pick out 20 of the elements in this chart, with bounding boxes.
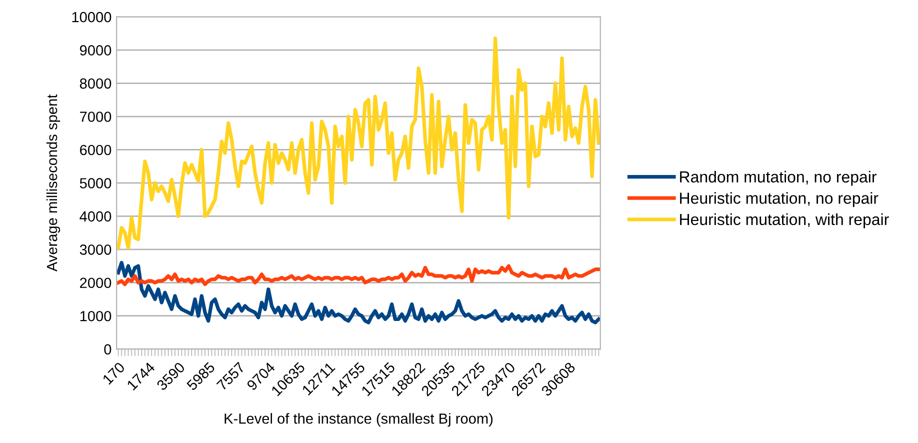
line-series — [116, 36, 600, 250]
legend-label: Random mutation, no repair — [680, 170, 876, 186]
y-tick-label: 6000 — [80, 144, 112, 156]
x-tick-label: 170 — [102, 362, 126, 385]
line-series — [116, 264, 600, 286]
y-tick-label: 2000 — [80, 278, 112, 288]
x-axis-title: K-Level of the instance (smallest Bj room) — [224, 413, 493, 427]
y-tick-label: 5000 — [80, 178, 112, 188]
y-tick-label: 7000 — [80, 112, 112, 122]
legend-label: Heuristic mutation, with repair — [680, 213, 889, 228]
y-tick-label: 10000 — [72, 12, 112, 22]
y-tick-label: 0 — [104, 344, 112, 355]
y-tick-label: 4000 — [80, 211, 112, 222]
legend-label: Heuristic mutation, no repair — [680, 192, 878, 208]
line-series — [116, 260, 600, 324]
y-tick-label: 9000 — [80, 45, 112, 56]
y-tick-label: 1000 — [80, 310, 112, 322]
y-axis-title: Average milliseconds spent — [46, 94, 60, 272]
y-tick-label: 3000 — [80, 244, 112, 255]
y-tick-label: 8000 — [80, 78, 112, 89]
